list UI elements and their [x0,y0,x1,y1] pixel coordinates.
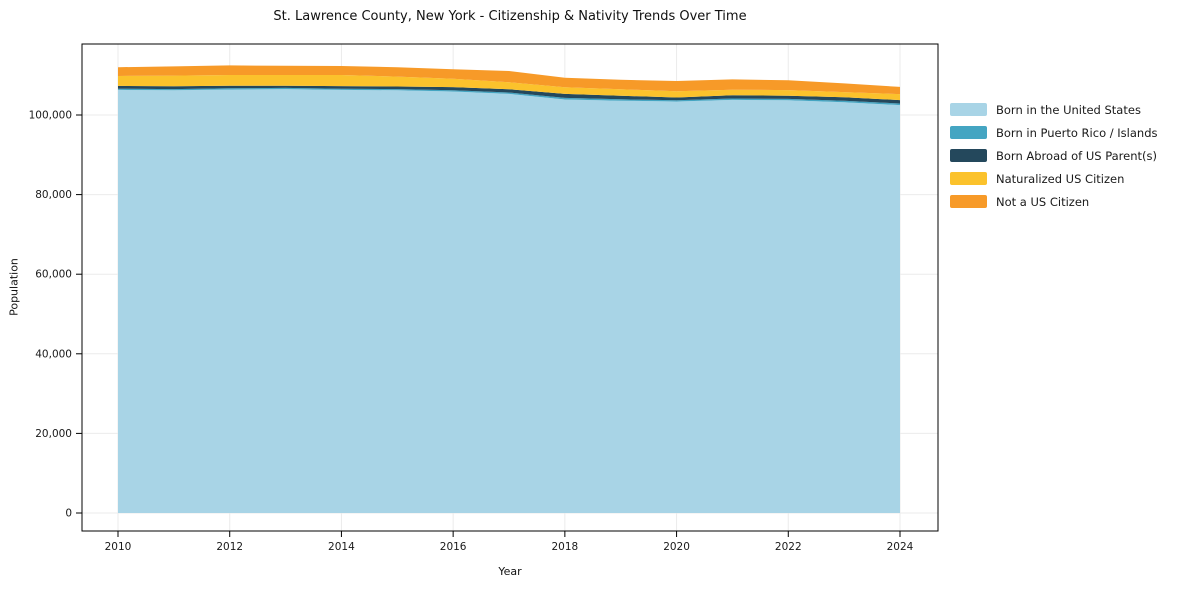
legend-label: Naturalized US Citizen [996,171,1125,186]
plot-frame [81,43,939,532]
legend-swatch-icon [950,195,987,208]
x-tick-label: 2022 [775,541,802,553]
legend: Born in the United States Born in Puerto… [950,101,1158,216]
legend-label: Born Abroad of US Parent(s) [996,148,1157,163]
area-series-0 [118,89,900,513]
legend-swatch-icon [950,126,987,139]
legend-label: Born in the United States [996,102,1141,117]
legend-item: Born in Puerto Rico / Islands [950,124,1158,141]
x-axis-title: Year [498,565,522,578]
stacked-areas [118,65,900,513]
y-tick-label: 0 [65,508,72,520]
area-series-3 [118,75,900,101]
legend-swatch-icon [950,149,987,162]
axes: 2010 2012 2014 2016 2018 2020 2022 2024 0 20,000 4… [29,110,914,554]
y-tick-label: 80,000 [35,189,72,201]
area-series-2 [118,85,900,104]
x-tick-label: 2010 [105,541,132,553]
area-series-4 [118,65,900,95]
y-tick-label: 20,000 [35,428,72,440]
x-tick-label: 2016 [440,541,467,553]
y-axis-title: Population [7,258,21,316]
x-tick-label: 2020 [663,541,690,553]
x-tick-label: 2024 [887,541,914,553]
y-tick-label: 40,000 [35,348,72,360]
area-series-1 [118,87,900,106]
legend-item: Not a US Citizen [950,193,1158,210]
legend-label: Not a US Citizen [996,194,1090,209]
legend-swatch-icon [950,172,987,185]
y-tick-label: 60,000 [35,269,72,281]
legend-item: Born in the United States [950,101,1158,118]
x-tick-label: 2012 [216,541,243,553]
legend-label: Born in Puerto Rico / Islands [996,125,1158,140]
legend-item: Naturalized US Citizen [950,170,1158,187]
legend-item: Born Abroad of US Parent(s) [950,147,1158,164]
legend-swatch-icon [950,103,987,116]
x-tick-label: 2018 [551,541,578,553]
x-tick-label: 2014 [328,541,355,553]
chart-title: St. Lawrence County, New York - Citizens… [273,9,747,24]
y-tick-label: 100,000 [29,110,72,122]
